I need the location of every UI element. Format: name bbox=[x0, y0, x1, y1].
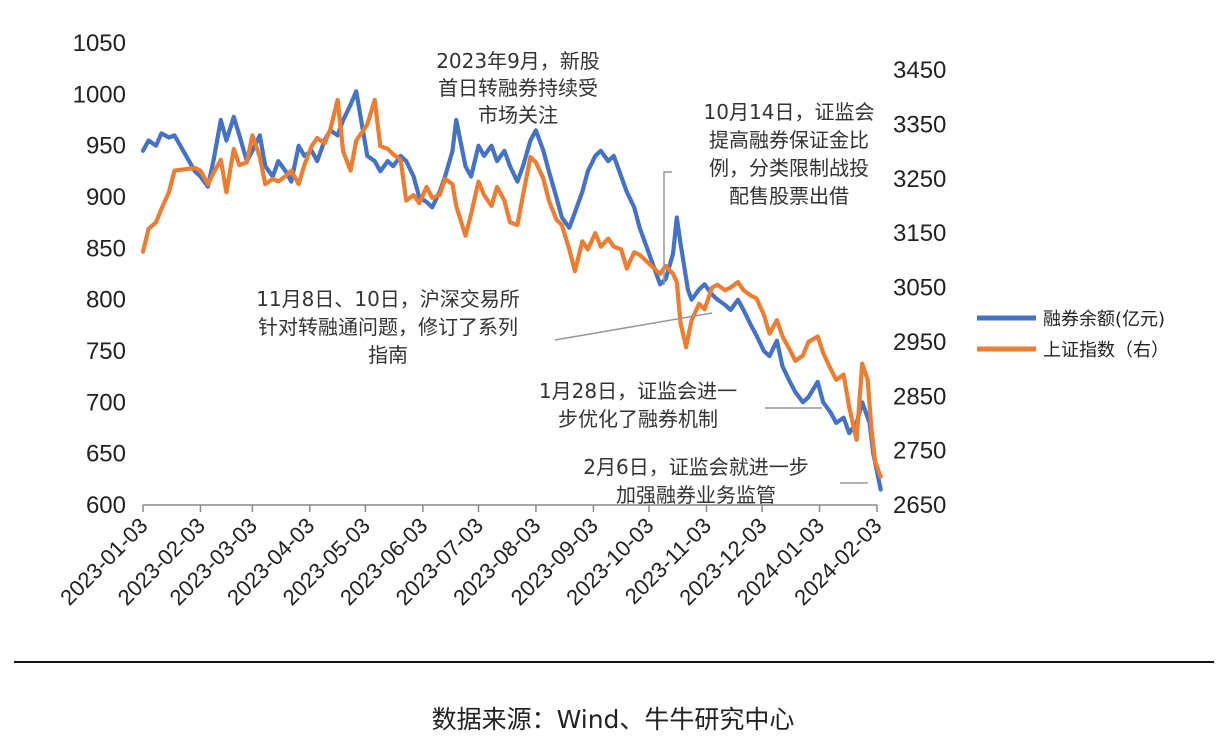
right-tick-label: 2750 bbox=[893, 438, 946, 465]
annotation-text: 10月14日，证监会 bbox=[704, 100, 875, 124]
left-tick-label: 750 bbox=[86, 338, 126, 365]
left-tick-label: 850 bbox=[86, 235, 126, 262]
left-tick-label: 700 bbox=[86, 389, 126, 416]
annotation-text: 提高融券保证金比 bbox=[709, 128, 869, 152]
annotation-text: 步优化了融券机制 bbox=[558, 407, 718, 431]
right-tick-label: 3050 bbox=[893, 275, 946, 302]
annotation-text: 配售股票出借 bbox=[729, 184, 849, 208]
x-axis-ticks: 2023-01-032023-02-032023-03-032023-04-03… bbox=[55, 505, 887, 610]
annotation-text: 指南 bbox=[368, 343, 408, 367]
legend-label: 融券余额(亿元) bbox=[1043, 309, 1165, 330]
right-tick-label: 2850 bbox=[893, 383, 946, 410]
right-tick-label: 3450 bbox=[893, 57, 946, 84]
source-note: 数据来源：Wind、牛牛研究中心 bbox=[431, 705, 795, 734]
annotation-text: 市场关注 bbox=[478, 103, 558, 127]
annotation-text: 加强融券业务监管 bbox=[616, 483, 776, 507]
annotation-leader-line bbox=[663, 171, 672, 285]
legend-label: 上证指数（右） bbox=[1043, 340, 1169, 361]
left-tick-label: 650 bbox=[86, 441, 126, 468]
annotation-text: 例，分类限制战投 bbox=[709, 156, 869, 180]
right-tick-label: 2650 bbox=[893, 492, 946, 519]
left-tick-label: 600 bbox=[86, 492, 126, 519]
left-tick-label: 950 bbox=[86, 133, 126, 160]
left-tick-label: 1050 bbox=[73, 30, 126, 57]
annotation-leader-line bbox=[554, 312, 713, 341]
left-tick-label: 1000 bbox=[73, 81, 126, 108]
right-tick-label: 3350 bbox=[893, 111, 946, 138]
annotation-text: 11月8日、10日，沪深交易所 bbox=[256, 287, 520, 311]
annotation-text: 首日转融券持续受 bbox=[438, 76, 598, 100]
legend: 融券余额(亿元) 上证指数（右） bbox=[977, 309, 1169, 361]
annotation-text: 2023年9月，新股 bbox=[436, 49, 600, 73]
right-tick-label: 2950 bbox=[893, 329, 946, 356]
annotation-text: 1月28日，证监会进一 bbox=[539, 379, 737, 403]
left-axis-ticks: 1050 1000 950 900 850 800 750 700 650 600 bbox=[73, 30, 126, 519]
annotation-text: 针对转融通问题，修订了系列 bbox=[258, 315, 518, 339]
right-axis-ticks: 3450 3350 3250 3150 3050 2950 2850 2750 2650 bbox=[893, 57, 946, 519]
left-tick-label: 800 bbox=[86, 287, 126, 314]
series-line-short-balance bbox=[140, 89, 883, 492]
series-line-shanghai-index bbox=[140, 97, 883, 479]
series-layer bbox=[140, 89, 883, 492]
source-divider bbox=[14, 661, 1214, 663]
left-tick-label: 900 bbox=[86, 184, 126, 211]
annotation-text: 2月6日，证监会就进一步 bbox=[583, 455, 808, 479]
right-tick-label: 3250 bbox=[893, 166, 946, 193]
right-tick-label: 3150 bbox=[893, 220, 946, 247]
annotation-leader-lines bbox=[554, 171, 868, 484]
